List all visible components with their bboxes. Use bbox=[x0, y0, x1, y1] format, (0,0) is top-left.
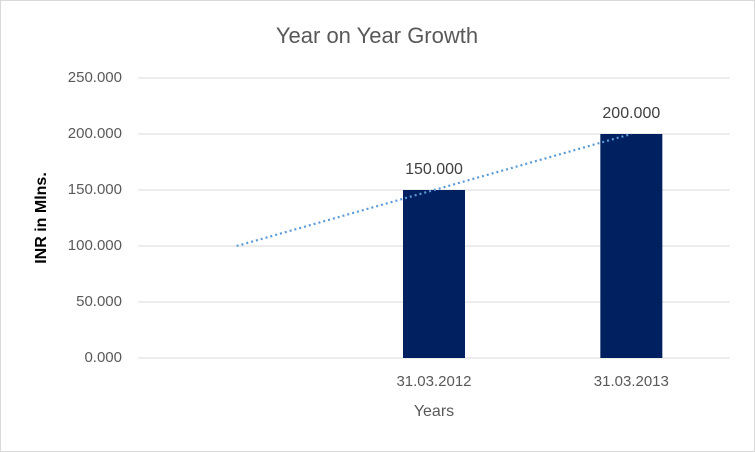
chart-title: Year on Year Growth bbox=[276, 23, 478, 48]
x-tick-label: 31.03.2013 bbox=[594, 373, 669, 390]
trendline bbox=[236, 132, 632, 248]
y-tick-label: 50.000 bbox=[76, 293, 122, 310]
data-label: 200.000 bbox=[602, 105, 660, 122]
x-axis-label: Years bbox=[414, 403, 454, 420]
bar bbox=[600, 134, 663, 358]
bar bbox=[403, 190, 465, 358]
y-tick-label: 100.000 bbox=[68, 237, 122, 254]
y-tick-label: 150.000 bbox=[68, 181, 122, 198]
data-label: 150.000 bbox=[405, 161, 463, 178]
y-tick-label: 0.000 bbox=[84, 349, 122, 366]
y-tick-label: 200.000 bbox=[68, 125, 122, 142]
x-tick-label: 31.03.2012 bbox=[396, 373, 471, 390]
y-axis-label: INR in Mlns. bbox=[33, 172, 50, 264]
y-tick-label: 250.000 bbox=[68, 69, 122, 86]
